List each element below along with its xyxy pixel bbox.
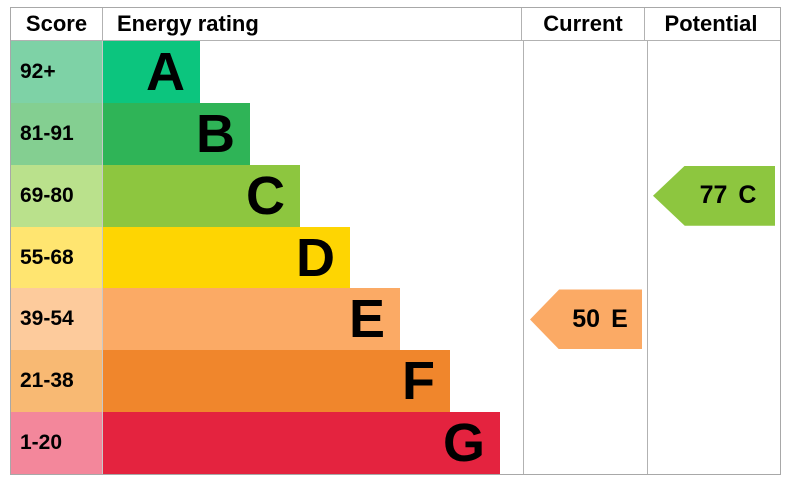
chart-body: 92+ A 81-91 B 69-80 C 77 C 55-68 D: [11, 41, 780, 475]
rating-bar-a: A: [103, 41, 200, 103]
rating-letter-d: D: [296, 227, 335, 288]
score-range-d: 55-68: [11, 226, 103, 289]
rating-row-c: 69-80 C 77 C: [11, 164, 780, 227]
potential-column-divider: [647, 41, 648, 474]
rating-bar-c: C: [103, 164, 300, 227]
rating-letter-g: G: [442, 413, 485, 474]
rating-bar-b: B: [103, 102, 250, 165]
epc-rating-chart: Score Energy rating Current Potential 92…: [10, 7, 781, 475]
chart-header-row: Score Energy rating Current Potential: [11, 8, 780, 41]
score-range-g: 1-20: [11, 412, 103, 475]
potential-rating-arrow: 77 C: [653, 165, 775, 226]
score-range-f: 21-38: [11, 350, 103, 413]
current-score-value: 50: [572, 304, 601, 333]
rating-bar-d: D: [103, 226, 350, 289]
current-rating-arrow: 50 E: [530, 289, 642, 350]
score-range-c: 69-80: [11, 164, 103, 227]
rating-letter-a: A: [146, 41, 185, 102]
rating-row-e: 39-54 E 50 E: [11, 288, 780, 351]
score-range-b: 81-91: [11, 102, 103, 165]
score-range-a: 92+: [11, 41, 103, 103]
score-column-header: Score: [11, 8, 103, 40]
current-column-header: Current: [522, 8, 645, 40]
current-rating-letter: E: [611, 304, 628, 333]
rating-letter-c: C: [246, 165, 285, 226]
potential-rating-letter: C: [738, 181, 757, 210]
rating-row-g: 1-20 G: [11, 412, 780, 475]
rating-row-b: 81-91 B: [11, 102, 780, 165]
rating-row-d: 55-68 D: [11, 226, 780, 289]
rating-row-a: 92+ A: [11, 41, 780, 103]
potential-column-header: Potential: [664, 11, 758, 36]
rating-letter-f: F: [402, 351, 435, 412]
rating-bar-e: E: [103, 288, 400, 351]
potential-score-value: 77: [699, 181, 728, 210]
current-column-divider: [523, 41, 524, 474]
energy-rating-column-header: Energy rating: [103, 8, 522, 40]
rating-bar-f: F: [103, 350, 450, 413]
score-range-e: 39-54: [11, 288, 103, 351]
rating-bar-g: G: [103, 412, 500, 475]
rating-row-f: 21-38 F: [11, 350, 780, 413]
rating-letter-b: B: [196, 103, 235, 164]
rating-letter-e: E: [348, 289, 385, 350]
